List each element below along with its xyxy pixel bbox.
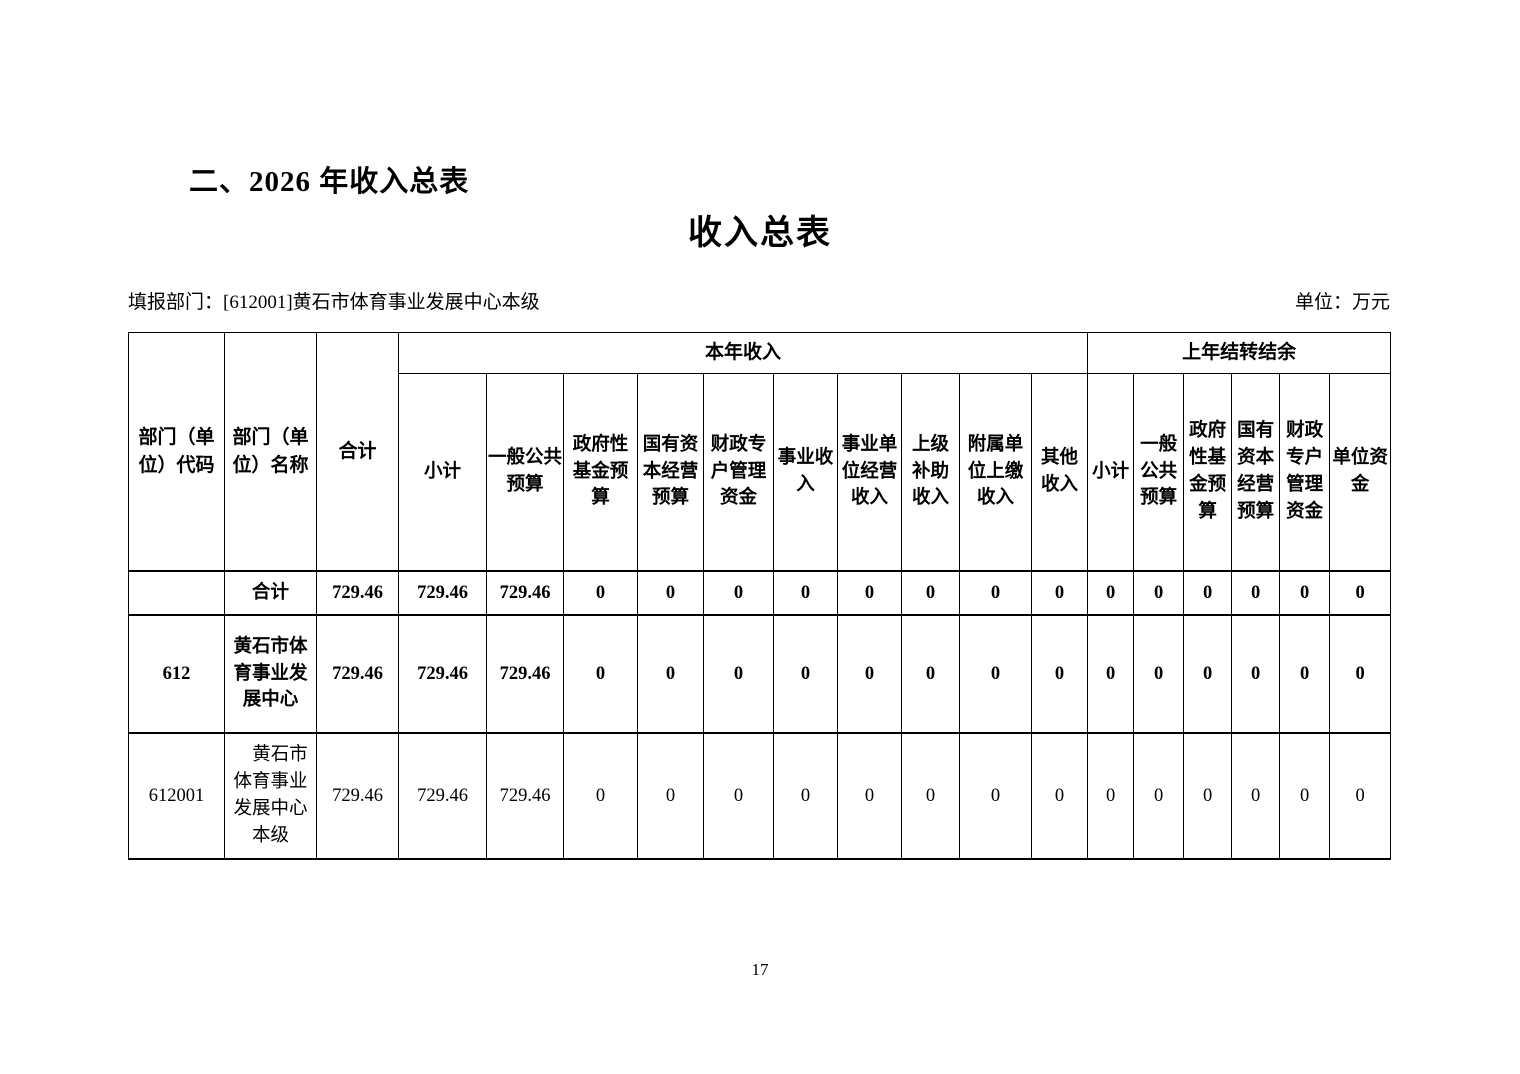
- header-dept-name: 部门（单位）名称: [224, 332, 317, 572]
- cell-value: 0: [773, 732, 838, 860]
- cell-value: 0: [773, 570, 838, 616]
- header-dept-code: 部门（单位）代码: [128, 332, 225, 572]
- cell-value: 0: [837, 570, 902, 616]
- column-header-cy-general-public-budget: 一般公共预算: [486, 373, 564, 572]
- cell-value: 729.46: [316, 732, 399, 860]
- cell-value: 0: [1183, 732, 1233, 860]
- cell-value: 0: [1087, 570, 1135, 616]
- column-header-cy-fiscal-account-funds: 财政专户管理资金: [703, 373, 774, 572]
- table-title: 收入总表: [688, 215, 832, 252]
- cell-value: 729.46: [486, 614, 564, 734]
- column-header-cy-state-capital-budget: 国有资本经营预算: [637, 373, 704, 572]
- cell-value: 0: [959, 570, 1032, 616]
- cell-value: 0: [1231, 614, 1281, 734]
- cell-value: 0: [1183, 614, 1233, 734]
- cell-value: 0: [563, 570, 638, 616]
- table-row-unit-612001: 612001 黄石市体育事业发展中心本级 729.46 729.46 729.4…: [128, 732, 1392, 860]
- unit-label: 单位：万元: [1294, 292, 1390, 313]
- column-header-cy-govt-fund-budget: 政府性基金预算: [563, 373, 638, 572]
- cell-value: 0: [837, 614, 902, 734]
- cell-value: 0: [1030, 614, 1089, 734]
- cell-value: 0: [1329, 732, 1392, 860]
- header-current-year-group: 本年收入: [397, 332, 1089, 374]
- cell-value: 0: [1030, 570, 1089, 616]
- cell-value: 729.46: [316, 570, 399, 616]
- cell-code: 612: [128, 614, 225, 734]
- cell-value: 0: [637, 614, 704, 734]
- cell-value: 0: [703, 614, 774, 734]
- cell-value: 0: [637, 732, 704, 860]
- cell-value: 729.46: [398, 614, 487, 734]
- column-header-co-state-capital-budget: 国有资本经营预算: [1231, 373, 1281, 572]
- page-number: 17: [751, 960, 769, 979]
- cell-value: 0: [1087, 732, 1135, 860]
- table-meta-row: 填报部门：[612001]黄石市体育事业发展中心本级 单位：万元: [128, 287, 1390, 314]
- cell-value: 0: [1279, 614, 1331, 734]
- cell-value: 0: [563, 614, 638, 734]
- column-header-co-govt-fund-budget: 政府性基金预算: [1183, 373, 1233, 572]
- cell-value: 0: [1231, 732, 1281, 860]
- column-header-cy-subtotal: 小计: [398, 373, 487, 572]
- table-row-dept-612: 612 黄石市体育事业发展中心 729.46 729.46 729.46 0 0…: [128, 614, 1392, 734]
- column-header-co-fiscal-account-funds: 财政专户管理资金: [1279, 373, 1331, 572]
- report-department-label: 填报部门：[612001]黄石市体育事业发展中心本级: [128, 292, 540, 313]
- cell-code: [128, 570, 225, 616]
- cell-name: 黄石市体育事业发展中心: [224, 614, 317, 734]
- column-header-cy-other-income: 其他收入: [1030, 373, 1089, 572]
- cell-value: 0: [901, 570, 960, 616]
- cell-value: 0: [959, 732, 1032, 860]
- cell-value: 0: [1133, 614, 1185, 734]
- cell-name: 黄石市体育事业发展中心本级: [224, 732, 317, 860]
- table-header-sub-row: 小计 一般公共预算 政府性基金预算 国有资本经营预算 财政专户管理资金 事业收入…: [129, 373, 1392, 572]
- column-header-cy-business-income: 事业收入: [773, 373, 838, 572]
- table-header-group-row: 部门（单位）代码 部门（单位）名称 合计 本年收入 上年结转结余: [128, 332, 1392, 572]
- cell-value: 729.46: [398, 732, 487, 860]
- cell-value: 0: [703, 570, 774, 616]
- table-row-total: 合计 729.46 729.46 729.46 0 0 0 0 0 0 0 0 …: [128, 570, 1392, 616]
- column-header-co-general-public-budget: 一般公共预算: [1133, 373, 1185, 572]
- column-header-cy-operating-income: 事业单位经营收入: [837, 373, 902, 572]
- cell-value: 0: [1279, 732, 1331, 860]
- cell-value: 0: [1279, 570, 1331, 616]
- cell-value: 0: [773, 614, 838, 734]
- cell-name: 合计: [224, 570, 317, 616]
- header-grand-total: 合计: [316, 332, 399, 572]
- cell-value: 729.46: [316, 614, 399, 734]
- cell-value: 0: [1133, 732, 1185, 860]
- column-header-co-unit-funds: 单位资金: [1329, 373, 1392, 572]
- revenue-summary-table: 部门（单位）代码 部门（单位）名称 合计 本年收入 上年结转结余 小计 一般公共…: [128, 332, 1392, 860]
- cell-value: 0: [959, 614, 1032, 734]
- header-carryover-group: 上年结转结余: [1087, 332, 1392, 374]
- column-header-cy-subordinate-remittance: 附属单位上缴收入: [959, 373, 1032, 572]
- cell-value: 0: [1329, 570, 1392, 616]
- cell-value: 0: [637, 570, 704, 616]
- cell-value: 0: [1030, 732, 1089, 860]
- column-header-co-subtotal: 小计: [1087, 373, 1135, 572]
- cell-value: 0: [1133, 570, 1185, 616]
- cell-value: 729.46: [486, 732, 564, 860]
- cell-code: 612001: [128, 732, 225, 860]
- cell-value: 0: [1087, 614, 1135, 734]
- cell-value: 0: [837, 732, 902, 860]
- cell-value: 0: [901, 732, 960, 860]
- cell-value: 0: [703, 732, 774, 860]
- cell-value: 0: [563, 732, 638, 860]
- cell-value: 0: [901, 614, 960, 734]
- section-title: 二、2026 年收入总表: [189, 166, 470, 198]
- cell-value: 729.46: [398, 570, 487, 616]
- column-header-cy-superior-subsidy: 上级补助收入: [901, 373, 960, 572]
- cell-value: 729.46: [486, 570, 564, 616]
- cell-value: 0: [1183, 570, 1233, 616]
- cell-value: 0: [1329, 614, 1392, 734]
- cell-value: 0: [1231, 570, 1281, 616]
